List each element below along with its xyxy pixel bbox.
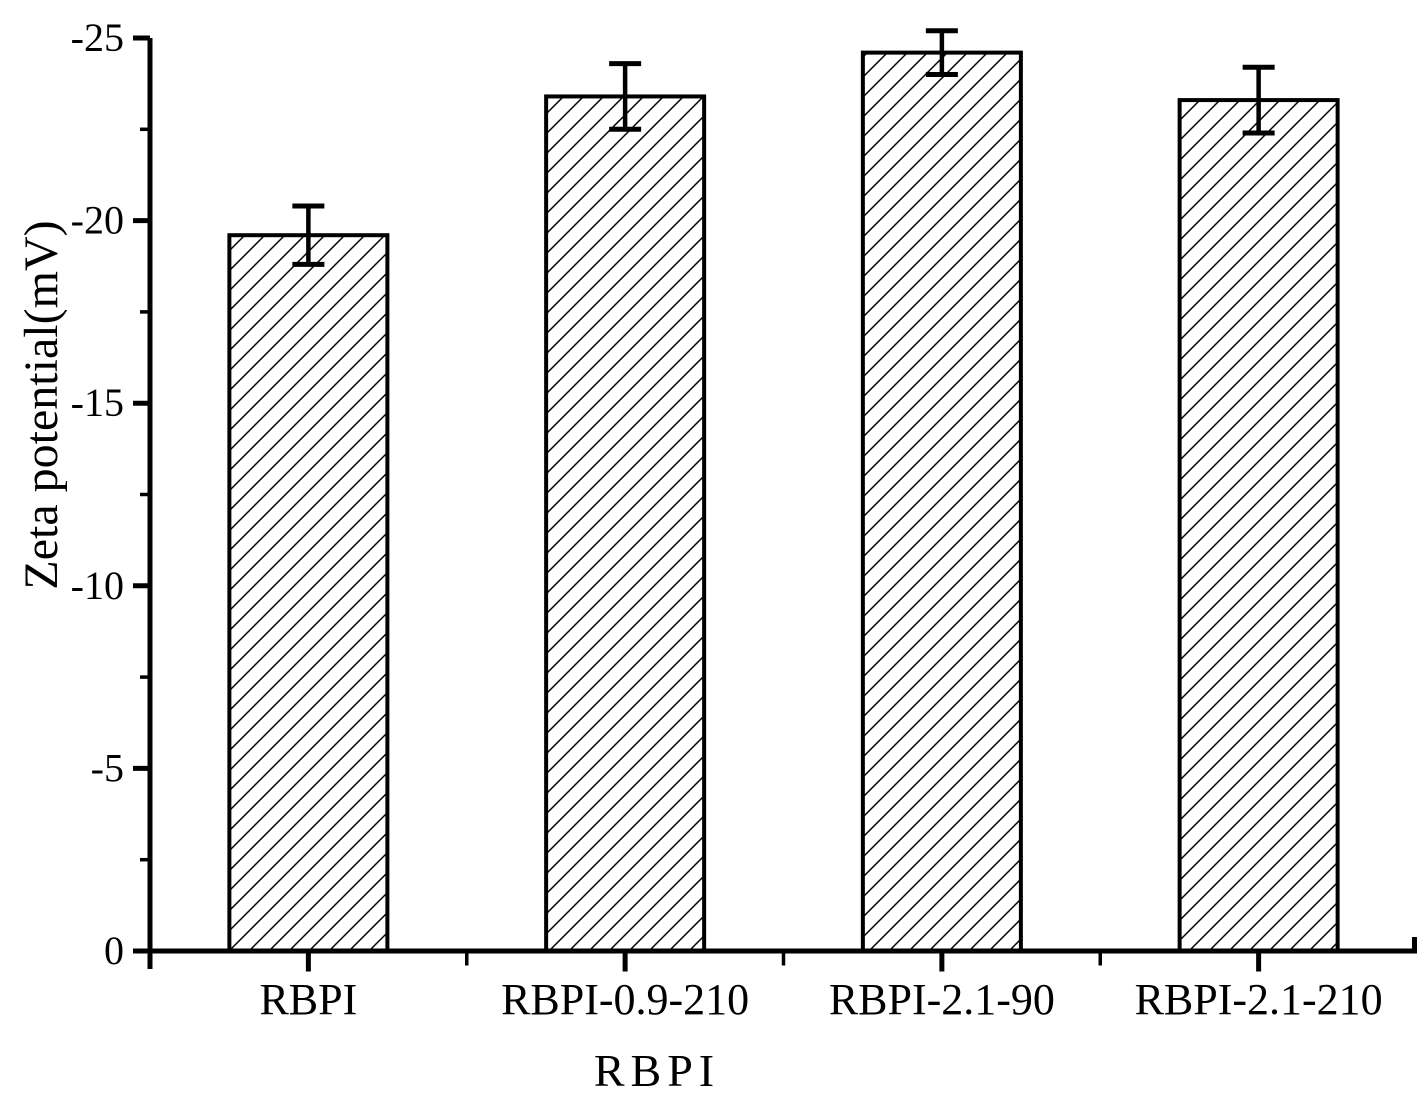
- y-tick-label: -5: [91, 745, 124, 790]
- tick-labels-layer: 0 -5 -10 -15 -20 -25 RBPI RBPI-0.9-210 RBPI-2.1-…: [71, 15, 1383, 1024]
- y-axis-title: Zeta potential(mV): [15, 220, 68, 589]
- error-bar-RBPI-0.9-210: [609, 61, 642, 132]
- error-bar-RBPI: [292, 203, 325, 267]
- y-tick-label: -20: [71, 198, 124, 243]
- x-tick-label: RBPI-0.9-210: [501, 975, 749, 1024]
- y-tick-label: 0: [104, 928, 124, 973]
- bar-RBPI-2.1-210: [1177, 98, 1340, 954]
- axes-layer: [133, 35, 1417, 972]
- error-bar-RBPI-2.1-90: [925, 28, 958, 78]
- x-tick-label: RBPI-2.1-90: [829, 975, 1055, 1024]
- error-bar-RBPI-2.1-210: [1242, 64, 1275, 136]
- error-bars-layer: [292, 28, 1275, 267]
- x-tick-label: RBPI: [259, 975, 357, 1024]
- x-axis-title: RBPI: [594, 1045, 720, 1096]
- y-tick-label: -15: [71, 380, 124, 425]
- bar-RBPI-0.9-210: [544, 94, 707, 953]
- bar-RBPI: [227, 233, 390, 953]
- y-tick-label: -25: [71, 15, 124, 60]
- x-tick-label: RBPI-2.1-210: [1135, 975, 1383, 1024]
- y-tick-label: -10: [71, 563, 124, 608]
- bars-layer: [227, 50, 1340, 954]
- bar-RBPI-2.1-90: [860, 50, 1023, 954]
